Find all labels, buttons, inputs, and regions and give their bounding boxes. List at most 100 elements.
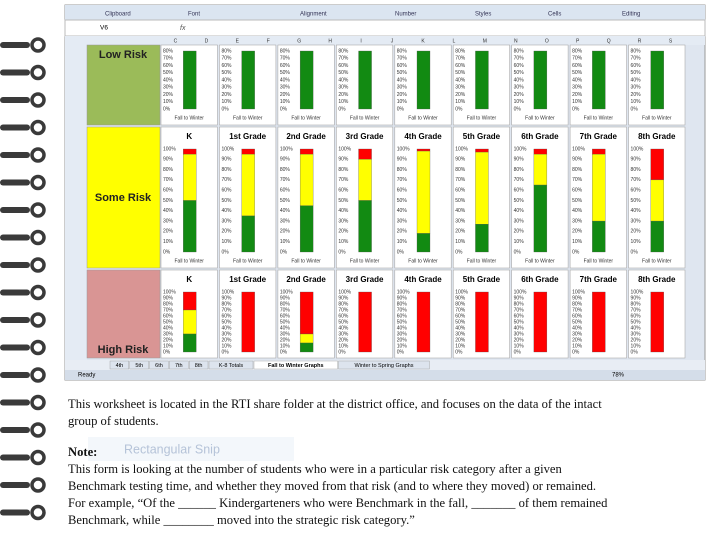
sheet-tab-label: K-8 Totals: [219, 363, 244, 369]
axis-label: 70%: [163, 177, 174, 183]
sheet-tab-label: Fall to Winter Graphs: [268, 363, 324, 369]
sheet-tab: [188, 360, 209, 370]
ring-hole: [30, 64, 46, 81]
axis-label: 100%: [631, 289, 644, 295]
axis-label: 80%: [631, 167, 642, 173]
axis-label: 100%: [280, 289, 293, 295]
ring-slot: [0, 69, 30, 76]
axis-label: 100%: [514, 146, 527, 152]
column-letter: Q: [607, 38, 611, 44]
axis-label: 20%: [455, 229, 466, 235]
axis-label: 20%: [397, 337, 408, 343]
axis-label: 0%: [572, 106, 580, 112]
axis-label: 60%: [221, 63, 232, 69]
axis-label: 10%: [163, 343, 174, 349]
bar-segment: [416, 148, 431, 152]
sheet-tab: [149, 360, 169, 370]
axis-label: 90%: [631, 295, 642, 301]
axis-label: 40%: [572, 77, 583, 83]
bar-segment: [241, 148, 255, 155]
ring-slot: [0, 344, 30, 351]
bar-segment: [475, 148, 489, 153]
axis-label: 0%: [163, 249, 171, 255]
axis-label: 70%: [397, 307, 408, 313]
axis-label: 30%: [455, 85, 466, 91]
axis-label: 90%: [631, 157, 642, 163]
axis-label: 90%: [397, 157, 408, 163]
axis-label: 80%: [455, 167, 466, 173]
ring-slot: [0, 482, 30, 488]
ring-slot: [0, 317, 30, 323]
ring-slot: [0, 399, 30, 406]
axis-label: 70%: [514, 56, 525, 62]
axis-label: 20%: [514, 229, 525, 235]
axis-label: 80%: [221, 301, 232, 307]
bar-segment: [358, 291, 372, 353]
axis-label: 80%: [338, 48, 349, 54]
bar-segment: [358, 200, 372, 253]
bar-segment: [299, 333, 314, 344]
axis-label: 0%: [631, 106, 639, 112]
axis-label: 40%: [338, 77, 349, 83]
axis-label: 20%: [338, 92, 349, 98]
axis-label: 30%: [514, 331, 525, 337]
paragraph-line: group of students.: [68, 414, 159, 428]
sheet-tab-label: Winter to Spring Graphs: [355, 363, 414, 369]
paragraph-line: This worksheet is located in the RTI sha…: [68, 397, 602, 411]
chart-caption: Fall to Winter: [408, 258, 438, 264]
ring-hole: [30, 37, 46, 53]
axis-label: 50%: [338, 70, 349, 76]
bar-segment: [241, 153, 255, 217]
axis-label: 30%: [455, 331, 466, 337]
sheet-tab-label: 8th: [195, 363, 203, 369]
sheet-tab-label: 4th: [116, 363, 124, 369]
bar-segment: [241, 215, 255, 253]
axis-label: 20%: [572, 92, 583, 98]
bar-segment: [183, 50, 197, 110]
axis-label: 80%: [514, 301, 525, 307]
bar-segment: [592, 148, 606, 155]
sheet-tab: [338, 360, 430, 370]
bar-segment: [533, 184, 548, 253]
axis-label: 30%: [280, 331, 291, 337]
chart-caption: Fall to Winter: [350, 258, 380, 264]
axis-label: 30%: [221, 218, 232, 224]
axis-label: 30%: [455, 218, 466, 224]
axis-label: 10%: [397, 99, 408, 105]
bar-segment: [533, 50, 548, 110]
ring-hole: [30, 367, 46, 383]
axis-label: 20%: [338, 229, 349, 235]
sheet-tab: [253, 360, 338, 370]
ribbon-group-label: Number: [395, 12, 416, 18]
axis-label: 10%: [221, 343, 232, 349]
bar-segment: [299, 148, 314, 155]
axis-label: 50%: [280, 319, 291, 325]
axis-label: 30%: [163, 218, 174, 224]
axis-label: 90%: [280, 295, 291, 301]
bar-segment: [416, 150, 431, 234]
ribbon-group-label: Editing: [622, 12, 640, 18]
axis-label: 40%: [397, 77, 408, 83]
axis-label: 40%: [221, 208, 232, 214]
axis-label: 30%: [514, 85, 525, 91]
axis-label: 40%: [221, 77, 232, 83]
bar-segment: [183, 148, 197, 155]
grade-title: 8th Grade: [638, 132, 676, 141]
axis-label: 40%: [338, 208, 349, 214]
axis-label: 70%: [338, 307, 349, 313]
risk-label: High Risk: [98, 344, 150, 356]
bar-segment: [533, 291, 548, 353]
chart-caption: Fall to Winter: [525, 115, 555, 121]
axis-label: 30%: [221, 331, 232, 337]
axis-label: 80%: [163, 167, 174, 173]
axis-label: 90%: [338, 295, 349, 301]
ring-slot: [0, 207, 30, 213]
ring-slot: [0, 179, 30, 186]
axis-label: 30%: [338, 218, 349, 224]
ring-hole: [30, 504, 46, 521]
ring-hole: [30, 284, 46, 301]
ring-hole: [30, 229, 46, 246]
axis-label: 50%: [221, 198, 232, 204]
axis-label: 80%: [397, 48, 408, 54]
ring-hole: [30, 202, 46, 218]
